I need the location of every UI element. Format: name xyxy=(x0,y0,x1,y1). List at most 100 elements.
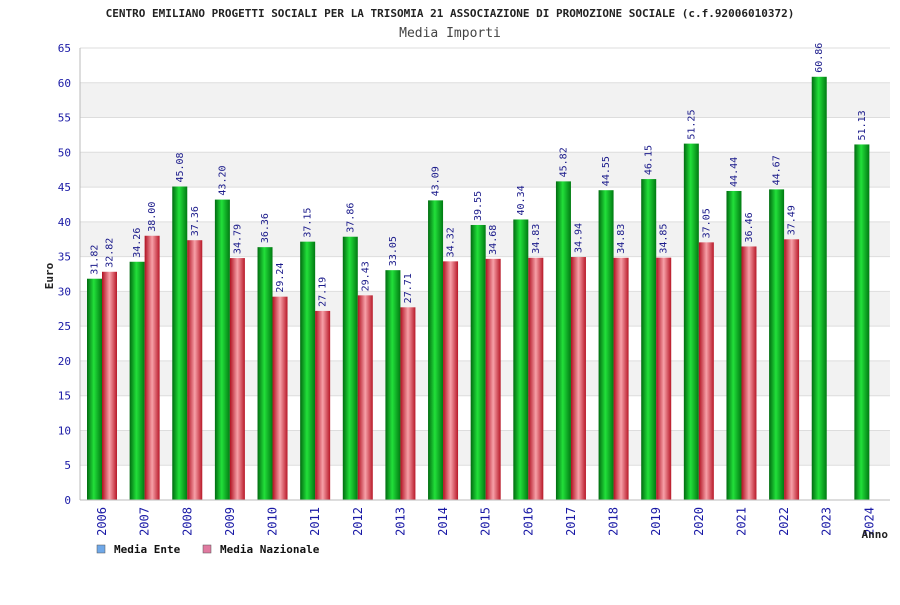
bar-media-ente xyxy=(555,181,571,501)
bar-media-ente xyxy=(257,247,273,500)
data-label: 27.19 xyxy=(318,277,329,307)
data-label: 29.24 xyxy=(275,263,286,293)
bar-media-nazionale xyxy=(613,257,629,500)
legend-swatch xyxy=(96,544,106,554)
bar-media-nazionale xyxy=(187,240,203,500)
data-label: 27.71 xyxy=(403,273,414,303)
data-label: 34.83 xyxy=(531,224,542,254)
bar-media-nazionale xyxy=(144,235,160,500)
x-tick-label: 2011 xyxy=(308,507,322,536)
bar-media-nazionale xyxy=(400,307,416,500)
data-labels-layer: 31.82 32.82 34.26 38.00 45.08 37.36 43.20 34.79… xyxy=(90,43,868,307)
x-tick-labels: 2006 2007 2008 2009 2010 2011 2012 2013 2014 2015… xyxy=(95,507,876,536)
data-label: 60.86 xyxy=(814,43,825,73)
data-label: 36.36 xyxy=(260,213,271,243)
data-label: 51.25 xyxy=(686,110,697,140)
bar-media-nazionale xyxy=(102,271,117,500)
data-label: 37.49 xyxy=(787,205,798,235)
bar-media-ente xyxy=(641,179,657,500)
x-tick-label: 2009 xyxy=(223,507,237,536)
data-label: 43.20 xyxy=(217,165,228,195)
y-axis-label: Euro xyxy=(43,262,56,289)
bar-media-ente xyxy=(428,200,444,500)
y-tick-label: 65 xyxy=(58,42,71,55)
bar-media-nazionale xyxy=(272,296,288,500)
data-label: 31.82 xyxy=(90,245,101,275)
bar-media-nazionale xyxy=(698,242,714,501)
bar-media-nazionale xyxy=(656,257,672,500)
axes xyxy=(79,48,890,501)
x-tick-label: 2014 xyxy=(436,507,450,536)
bar-media-ente xyxy=(385,270,401,500)
y-tick-label: 15 xyxy=(58,390,71,403)
bar-media-ente xyxy=(172,186,188,500)
data-label: 37.36 xyxy=(190,206,201,236)
bar-media-ente xyxy=(129,261,145,500)
data-label: 39.55 xyxy=(473,191,484,221)
y-tick-label: 60 xyxy=(58,77,71,90)
data-label: 32.82 xyxy=(105,238,116,268)
data-label: 29.43 xyxy=(360,261,371,291)
data-label: 37.15 xyxy=(303,208,314,238)
bar-media-nazionale xyxy=(528,257,544,500)
data-label: 44.44 xyxy=(729,157,740,187)
legend-label: Media Ente xyxy=(114,543,181,556)
y-tick-label: 40 xyxy=(58,216,71,229)
y-tick-label: 50 xyxy=(58,146,71,159)
legend-swatch xyxy=(202,544,212,554)
y-tick-label: 0 xyxy=(64,494,71,507)
x-tick-label: 2007 xyxy=(138,507,152,536)
bar-media-ente xyxy=(854,144,870,501)
x-tick-label: 2019 xyxy=(649,507,663,536)
data-label: 43.09 xyxy=(431,166,442,196)
x-tick-label: 2010 xyxy=(266,507,280,536)
legend-label: Media Nazionale xyxy=(220,543,320,556)
y-tick-label: 55 xyxy=(58,112,71,125)
bar-media-ente xyxy=(683,143,699,500)
data-label: 46.15 xyxy=(644,145,655,175)
legend: Media Ente Media Nazionale xyxy=(96,543,320,556)
y-tick-label: 35 xyxy=(58,251,71,264)
y-tick-labels: 0 5 10 15 20 25 30 35 40 45 50 55 60 65 xyxy=(58,42,71,507)
y-tick-label: 25 xyxy=(58,320,71,333)
data-label: 34.32 xyxy=(446,227,457,257)
bar-media-ente xyxy=(513,219,529,500)
y-tick-label: 20 xyxy=(58,355,71,368)
x-tick-label: 2013 xyxy=(393,507,407,536)
data-label: 34.85 xyxy=(659,224,670,254)
bars-layer xyxy=(87,76,870,501)
x-tick-label: 2015 xyxy=(479,507,493,536)
x-axis-label: Anno xyxy=(862,528,889,541)
data-label: 45.08 xyxy=(175,152,186,182)
grid-band xyxy=(80,82,890,118)
grid-band xyxy=(80,152,890,188)
data-label: 51.13 xyxy=(857,110,868,140)
bar-media-ente xyxy=(342,236,358,500)
data-label: 40.34 xyxy=(516,185,527,215)
bar-media-ente xyxy=(726,190,742,500)
bar-media-ente xyxy=(87,278,102,500)
y-tick-label: 45 xyxy=(58,181,71,194)
bar-media-ente xyxy=(811,76,827,500)
chart-title: CENTRO EMILIANO PROGETTI SOCIALI PER LA … xyxy=(106,7,795,20)
x-tick-label: 2016 xyxy=(521,507,535,536)
data-label: 38.00 xyxy=(147,202,158,232)
data-label: 34.94 xyxy=(573,223,584,253)
data-label: 44.67 xyxy=(772,155,783,185)
y-tick-label: 10 xyxy=(58,424,71,437)
x-tick-label: 2012 xyxy=(351,507,365,536)
bar-media-nazionale xyxy=(443,261,459,500)
x-tick-label: 2024 xyxy=(862,507,876,536)
data-label: 37.05 xyxy=(701,208,712,238)
bar-media-ente xyxy=(769,189,785,500)
bar-media-nazionale xyxy=(741,246,757,500)
x-tick-label: 2021 xyxy=(734,507,748,536)
data-label: 44.55 xyxy=(601,156,612,186)
x-tick-label: 2008 xyxy=(180,507,194,536)
bar-media-ente xyxy=(214,199,230,500)
x-tick-label: 2006 xyxy=(95,507,109,536)
data-label: 37.86 xyxy=(345,203,356,233)
data-label: 34.68 xyxy=(488,225,499,255)
bar-media-nazionale xyxy=(570,257,586,500)
